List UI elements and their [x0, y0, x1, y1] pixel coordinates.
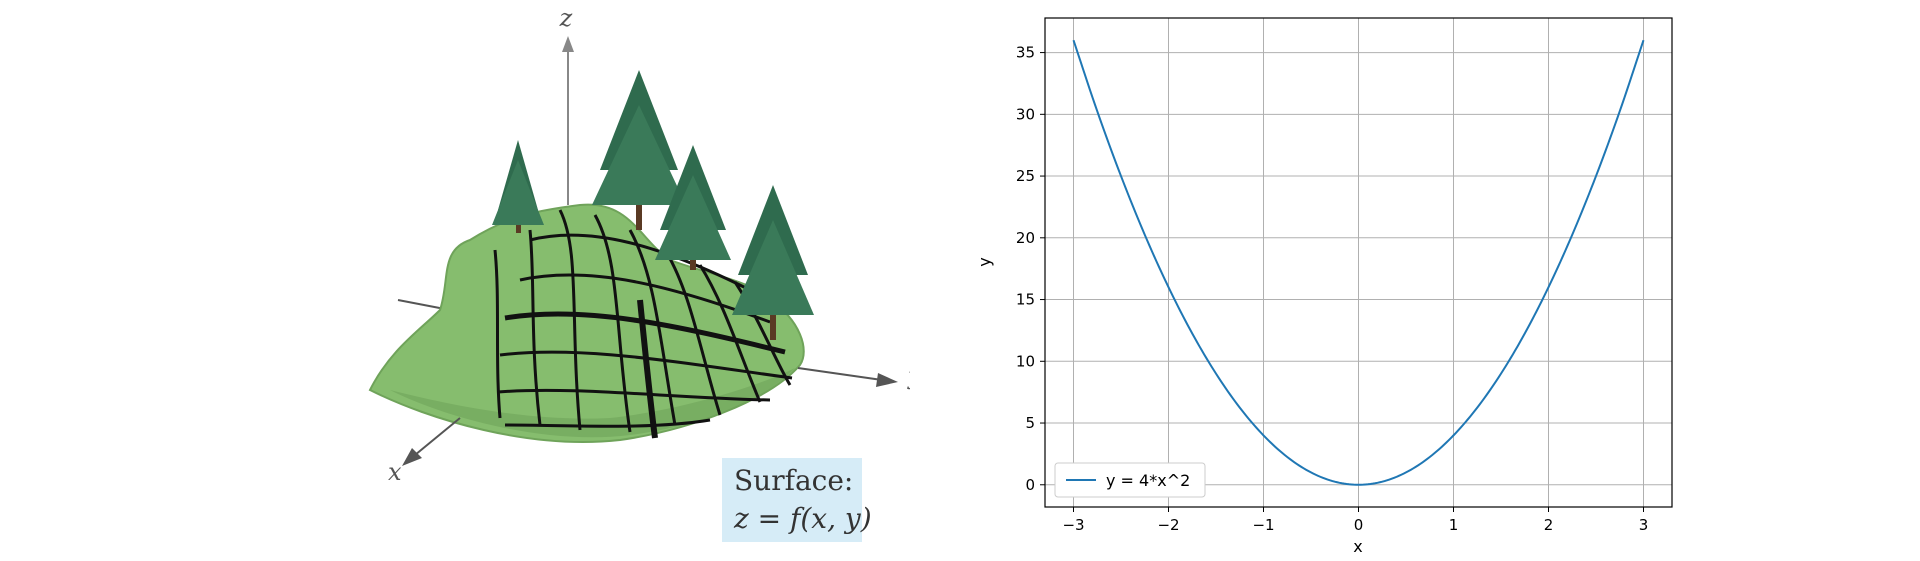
y-tick-label: 30 — [1016, 105, 1035, 123]
y-tick-label: 25 — [1016, 167, 1035, 185]
x-tick-label: −2 — [1157, 516, 1179, 534]
y-axis-title: y — [975, 257, 994, 266]
y-tick-label: 0 — [1025, 476, 1035, 494]
caption-line-2: z = f(x, y) — [733, 502, 872, 535]
series-line — [1072, 39, 1645, 486]
x-axis-arrowhead — [402, 448, 422, 466]
x-tick-label: 2 — [1544, 516, 1554, 534]
y-axis-line — [797, 367, 883, 381]
y-tick-label: 5 — [1025, 414, 1035, 432]
trees — [492, 70, 814, 340]
caption-box — [722, 458, 862, 542]
surface-illustration: z y x — [368, 4, 910, 542]
hill-surface — [368, 203, 805, 443]
y-axis-label: y — [907, 362, 910, 390]
series-layer — [1072, 39, 1645, 486]
x-axis-label: x — [388, 458, 402, 486]
legend-box — [1054, 462, 1206, 498]
z-axis-label: z — [559, 4, 573, 32]
z-axis-arrowhead — [562, 36, 574, 52]
caption-line-1: Surface: — [734, 464, 853, 497]
y-tick-label: 35 — [1016, 44, 1035, 62]
legend-label: y = 4*x^2 — [1106, 471, 1190, 490]
x-tick-label: −3 — [1062, 516, 1084, 534]
y-tick-label: 15 — [1016, 291, 1035, 309]
x-axis-line — [414, 417, 461, 456]
x-tick-label: 1 — [1449, 516, 1459, 534]
x-axis-title: x — [1353, 537, 1362, 556]
y-tick-label: 10 — [1016, 352, 1035, 370]
legend: y = 4*x^2 — [1054, 462, 1206, 498]
y-axis-arrowhead — [876, 373, 898, 387]
y-tick-label: 20 — [1016, 229, 1035, 247]
hill-shade — [390, 368, 795, 438]
x-tick-label: 0 — [1354, 516, 1364, 534]
x-tick-label: 3 — [1639, 516, 1649, 534]
x-tick-label: −1 — [1252, 516, 1274, 534]
grid-lines — [1045, 18, 1672, 507]
